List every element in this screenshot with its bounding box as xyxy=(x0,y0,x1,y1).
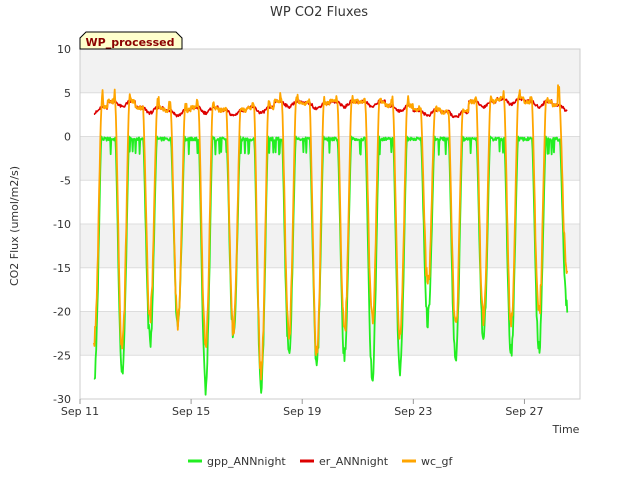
y-tick-label: -30 xyxy=(53,393,71,406)
y-tick-label: -15 xyxy=(53,262,71,275)
badge-label: WP_processed xyxy=(86,36,175,49)
y-tick-label: -25 xyxy=(53,349,71,362)
legend: gpp_ANNnight er_ANNnight wc_gf xyxy=(188,455,454,468)
background-band xyxy=(80,49,580,93)
y-axis-ticks: 10 5 0 -5 -10 -15 -20 -25 -30 xyxy=(53,43,71,406)
y-tick-label: 0 xyxy=(64,131,71,144)
series-layer xyxy=(93,84,569,396)
plot-area xyxy=(79,48,581,400)
x-tick-label: Sep 27 xyxy=(505,405,543,418)
processed-badge: WP_processed xyxy=(79,31,183,50)
background-band xyxy=(80,224,580,268)
legend-label: wc_gf xyxy=(421,455,454,468)
series-line-wc-gf xyxy=(93,84,569,381)
y-tick-label: -20 xyxy=(53,306,71,319)
plot-background-bands xyxy=(80,49,580,356)
y-tick-label: -10 xyxy=(53,218,71,231)
background-band xyxy=(80,311,580,356)
series-line-er-annnight xyxy=(93,96,568,119)
legend-label: gpp_ANNnight xyxy=(207,455,286,468)
y-tick-label: 10 xyxy=(57,43,71,56)
x-tick-label: Sep 11 xyxy=(61,405,99,418)
legend-label: er_ANNnight xyxy=(319,455,389,468)
x-axis-label: Time xyxy=(552,423,580,436)
x-tick-label: Sep 15 xyxy=(172,405,210,418)
x-tick-label: Sep 19 xyxy=(283,405,321,418)
y-tick-label: -5 xyxy=(60,174,71,187)
x-tick-label: Sep 23 xyxy=(394,405,432,418)
y-tick-label: 5 xyxy=(64,87,71,100)
y-axis-label: CO2 Flux (umol/m2/s) xyxy=(8,166,21,286)
x-axis-ticks: Sep 11 Sep 15 Sep 19 Sep 23 Sep 27 xyxy=(61,399,544,418)
chart-title: WP CO2 Fluxes xyxy=(270,5,368,20)
